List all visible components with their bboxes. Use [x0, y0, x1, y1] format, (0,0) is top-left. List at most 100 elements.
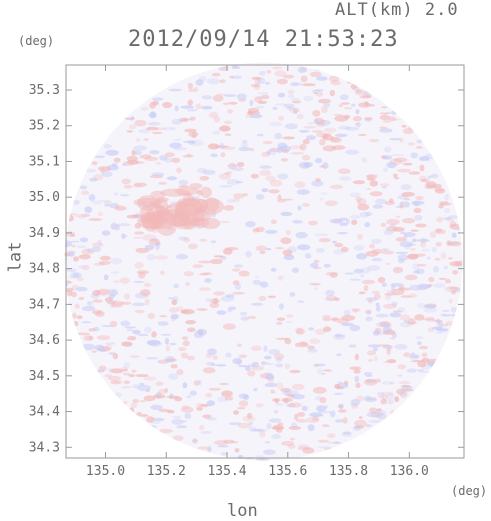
speckle-cell	[454, 227, 461, 231]
speckle-cell	[388, 118, 401, 121]
speckle-cell	[286, 403, 296, 408]
speckle-cell	[323, 326, 332, 333]
speckle-cell	[295, 328, 305, 335]
speckle-cell	[242, 415, 256, 422]
speckle-cell	[387, 111, 398, 115]
speckle-cell	[353, 244, 365, 251]
speckle-cell	[81, 213, 91, 217]
speckle-cell	[65, 287, 74, 292]
speckle-cell	[336, 386, 344, 390]
speckle-cell	[70, 272, 79, 278]
speckle-cell	[364, 101, 369, 107]
speckle-cell	[444, 193, 449, 201]
speckle-cell	[377, 276, 386, 284]
speckle-cell	[383, 229, 394, 236]
speckle-cell	[223, 94, 237, 97]
speckle-cell	[289, 369, 301, 374]
speckle-cell	[317, 98, 331, 104]
speckle-cell	[356, 233, 363, 240]
speckle-cell	[389, 137, 402, 141]
speckle-cell	[113, 192, 119, 196]
speckle-cell	[448, 241, 462, 247]
speckle-cell	[358, 416, 363, 419]
speckle-cell	[236, 343, 243, 348]
speckle-cell	[165, 345, 170, 352]
speckle-cell	[307, 424, 315, 432]
speckle-cell	[434, 188, 446, 194]
speckle-cell	[232, 291, 245, 295]
speckle-cell	[395, 251, 409, 255]
speckle-cell	[134, 182, 147, 188]
speckle-cell	[76, 315, 83, 320]
speckle-cell	[294, 342, 309, 348]
speckle-cell	[355, 196, 363, 202]
speckle-cell	[253, 428, 268, 432]
speckle-cell	[352, 115, 363, 122]
speckle-cell	[164, 356, 176, 363]
speckle-cell	[195, 79, 204, 86]
speckle-cell	[255, 226, 265, 233]
speckle-cell	[81, 190, 90, 195]
speckle-cell	[356, 199, 361, 206]
speckle-cell	[247, 315, 257, 320]
speckle-cell	[131, 402, 138, 409]
speckle-cell	[114, 205, 127, 211]
speckle-cell	[423, 307, 437, 313]
speckle-cell	[72, 199, 80, 205]
speckle-cell	[169, 342, 177, 346]
speckle-cell	[383, 167, 388, 173]
speckle-cell	[303, 95, 314, 102]
speckle-cell	[451, 289, 457, 295]
speckle-cell	[86, 168, 97, 173]
speckle-cell	[390, 410, 396, 415]
speckle-cell	[371, 290, 381, 294]
speckle-cell	[315, 247, 326, 253]
chart-title: 2012/09/14 21:53:23	[128, 27, 399, 52]
speckle-cell	[274, 399, 279, 404]
y-tick-label: 34.7	[29, 297, 60, 312]
speckle-cell	[253, 96, 263, 103]
speckle-cell	[395, 237, 408, 242]
speckle-cell	[240, 141, 248, 148]
speckle-cell	[432, 265, 440, 273]
speckle-cell	[249, 99, 254, 106]
speckle-cell	[185, 320, 197, 325]
speckle-cell	[115, 224, 121, 231]
speckle-cell	[143, 282, 152, 288]
speckle-cell	[416, 268, 425, 275]
speckle-cell	[104, 297, 113, 302]
speckle-cell	[323, 102, 331, 108]
speckle-cell	[143, 138, 149, 141]
speckle-cell	[379, 183, 390, 187]
speckle-cell	[94, 344, 105, 351]
speckle-cell	[294, 413, 299, 421]
speckle-cell	[233, 197, 240, 203]
speckle-cell	[105, 300, 117, 305]
speckle-cell	[415, 146, 423, 149]
speckle-cell	[345, 127, 359, 131]
speckle-cell	[126, 155, 139, 162]
speckle-cell	[420, 241, 427, 248]
speckle-cell	[440, 313, 446, 317]
speckle-cell	[218, 66, 228, 72]
speckle-cell	[178, 236, 189, 241]
speckle-cell	[108, 352, 116, 355]
speckle-cell	[381, 381, 392, 386]
speckle-cell	[397, 168, 411, 173]
speckle-cell	[196, 167, 208, 174]
speckle-cell	[343, 107, 353, 110]
speckle-cell	[350, 192, 361, 198]
speckle-cell	[337, 381, 343, 385]
speckle-cell	[337, 403, 344, 409]
speckle-cell	[72, 312, 77, 319]
speckle-cell	[383, 360, 396, 364]
speckle-cell	[178, 347, 187, 352]
speckle-cell	[365, 374, 373, 377]
speckle-cell	[322, 318, 333, 322]
speckle-cell	[151, 421, 162, 424]
speckle-cell	[389, 337, 396, 340]
speckle-cell	[343, 114, 351, 120]
speckle-cell	[321, 106, 328, 114]
speckle-cell	[403, 352, 411, 358]
speckle-cell	[255, 403, 264, 408]
